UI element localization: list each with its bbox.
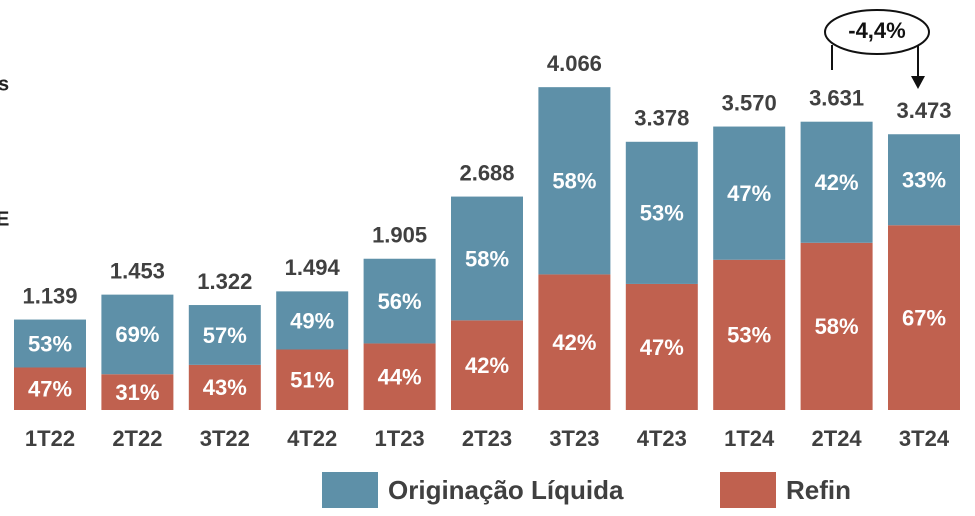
segment-label: 58% — [815, 314, 859, 339]
segment-label: 44% — [378, 365, 422, 390]
legend-swatch — [322, 472, 378, 508]
segment-label: 47% — [727, 181, 771, 206]
segment-label: 53% — [28, 331, 72, 356]
total-label: 3.631 — [809, 86, 864, 111]
segment-label: 43% — [203, 375, 247, 400]
bar-segment — [713, 126, 786, 260]
segment-label: 67% — [902, 305, 946, 330]
bar-segment — [888, 225, 960, 410]
bar-segment — [888, 134, 960, 226]
segment-label: 53% — [640, 201, 684, 226]
bar-segment — [451, 320, 523, 410]
bar-segment — [625, 283, 698, 410]
segment-label: 49% — [290, 308, 334, 333]
bar-segment — [451, 196, 523, 321]
bar-segment — [363, 258, 436, 344]
bar-segment — [800, 121, 873, 243]
total-label: 1.494 — [285, 255, 341, 280]
x-tick-label: 3T24 — [899, 426, 950, 451]
x-tick-label: 3T23 — [549, 426, 599, 451]
bar-segment — [188, 305, 261, 365]
legend-label: Originação Líquida — [388, 475, 624, 505]
legend-label: Refin — [786, 475, 851, 505]
bar-segment — [101, 374, 174, 410]
bar-segment — [276, 349, 349, 410]
total-label: 1.139 — [22, 283, 77, 308]
total-label: 2.688 — [459, 160, 514, 185]
bar-segment — [538, 87, 611, 275]
fragment: s — [0, 73, 9, 95]
total-label: 3.570 — [722, 90, 777, 115]
total-label: 1.453 — [110, 258, 165, 283]
segment-label: 47% — [640, 335, 684, 360]
x-tick-label: 4T23 — [637, 426, 687, 451]
legend-swatch — [720, 472, 776, 508]
segment-label: 53% — [727, 323, 771, 348]
bar-segment — [625, 141, 698, 284]
total-label: 4.066 — [547, 51, 602, 76]
segment-label: 33% — [902, 168, 946, 193]
segment-label: 56% — [378, 289, 422, 314]
x-tick-label: 2T22 — [112, 426, 162, 451]
segment-label: 42% — [552, 330, 596, 355]
segment-label: 69% — [115, 322, 159, 347]
x-tick-label: 1T22 — [25, 426, 75, 451]
x-tick-label: 4T22 — [287, 426, 337, 451]
bar-segment — [14, 319, 86, 368]
total-label: 1.905 — [372, 223, 427, 248]
annotation-arrow — [911, 76, 925, 89]
bar-segment — [363, 343, 436, 410]
x-tick-label: 2T24 — [812, 426, 863, 451]
segment-label: 57% — [203, 323, 247, 348]
segment-label: 58% — [465, 246, 509, 271]
bar-segment — [188, 364, 261, 410]
x-tick-label: 3T22 — [200, 426, 250, 451]
total-label: 3.378 — [634, 106, 689, 131]
segment-label: 31% — [115, 380, 159, 405]
total-label: 1.322 — [197, 269, 252, 294]
bar-segment — [713, 259, 786, 410]
fragment: E — [0, 208, 9, 230]
annotation-ellipse — [824, 9, 930, 55]
segment-label: 42% — [465, 353, 509, 378]
segment-label: 47% — [28, 377, 72, 402]
bar-segment — [276, 291, 349, 350]
segment-label: 42% — [815, 170, 859, 195]
x-tick-label: 1T23 — [375, 426, 425, 451]
segment-label: 58% — [552, 169, 596, 194]
bar-segment — [14, 367, 86, 410]
x-tick-label: 1T24 — [724, 426, 775, 451]
segment-label: 51% — [290, 368, 334, 393]
bar-segment — [538, 274, 611, 410]
annotation: -4,4% — [848, 18, 905, 43]
total-label: 3.473 — [896, 98, 951, 123]
bar-segment — [800, 242, 873, 410]
bar-segment — [101, 294, 174, 375]
x-tick-label: 2T23 — [462, 426, 512, 451]
